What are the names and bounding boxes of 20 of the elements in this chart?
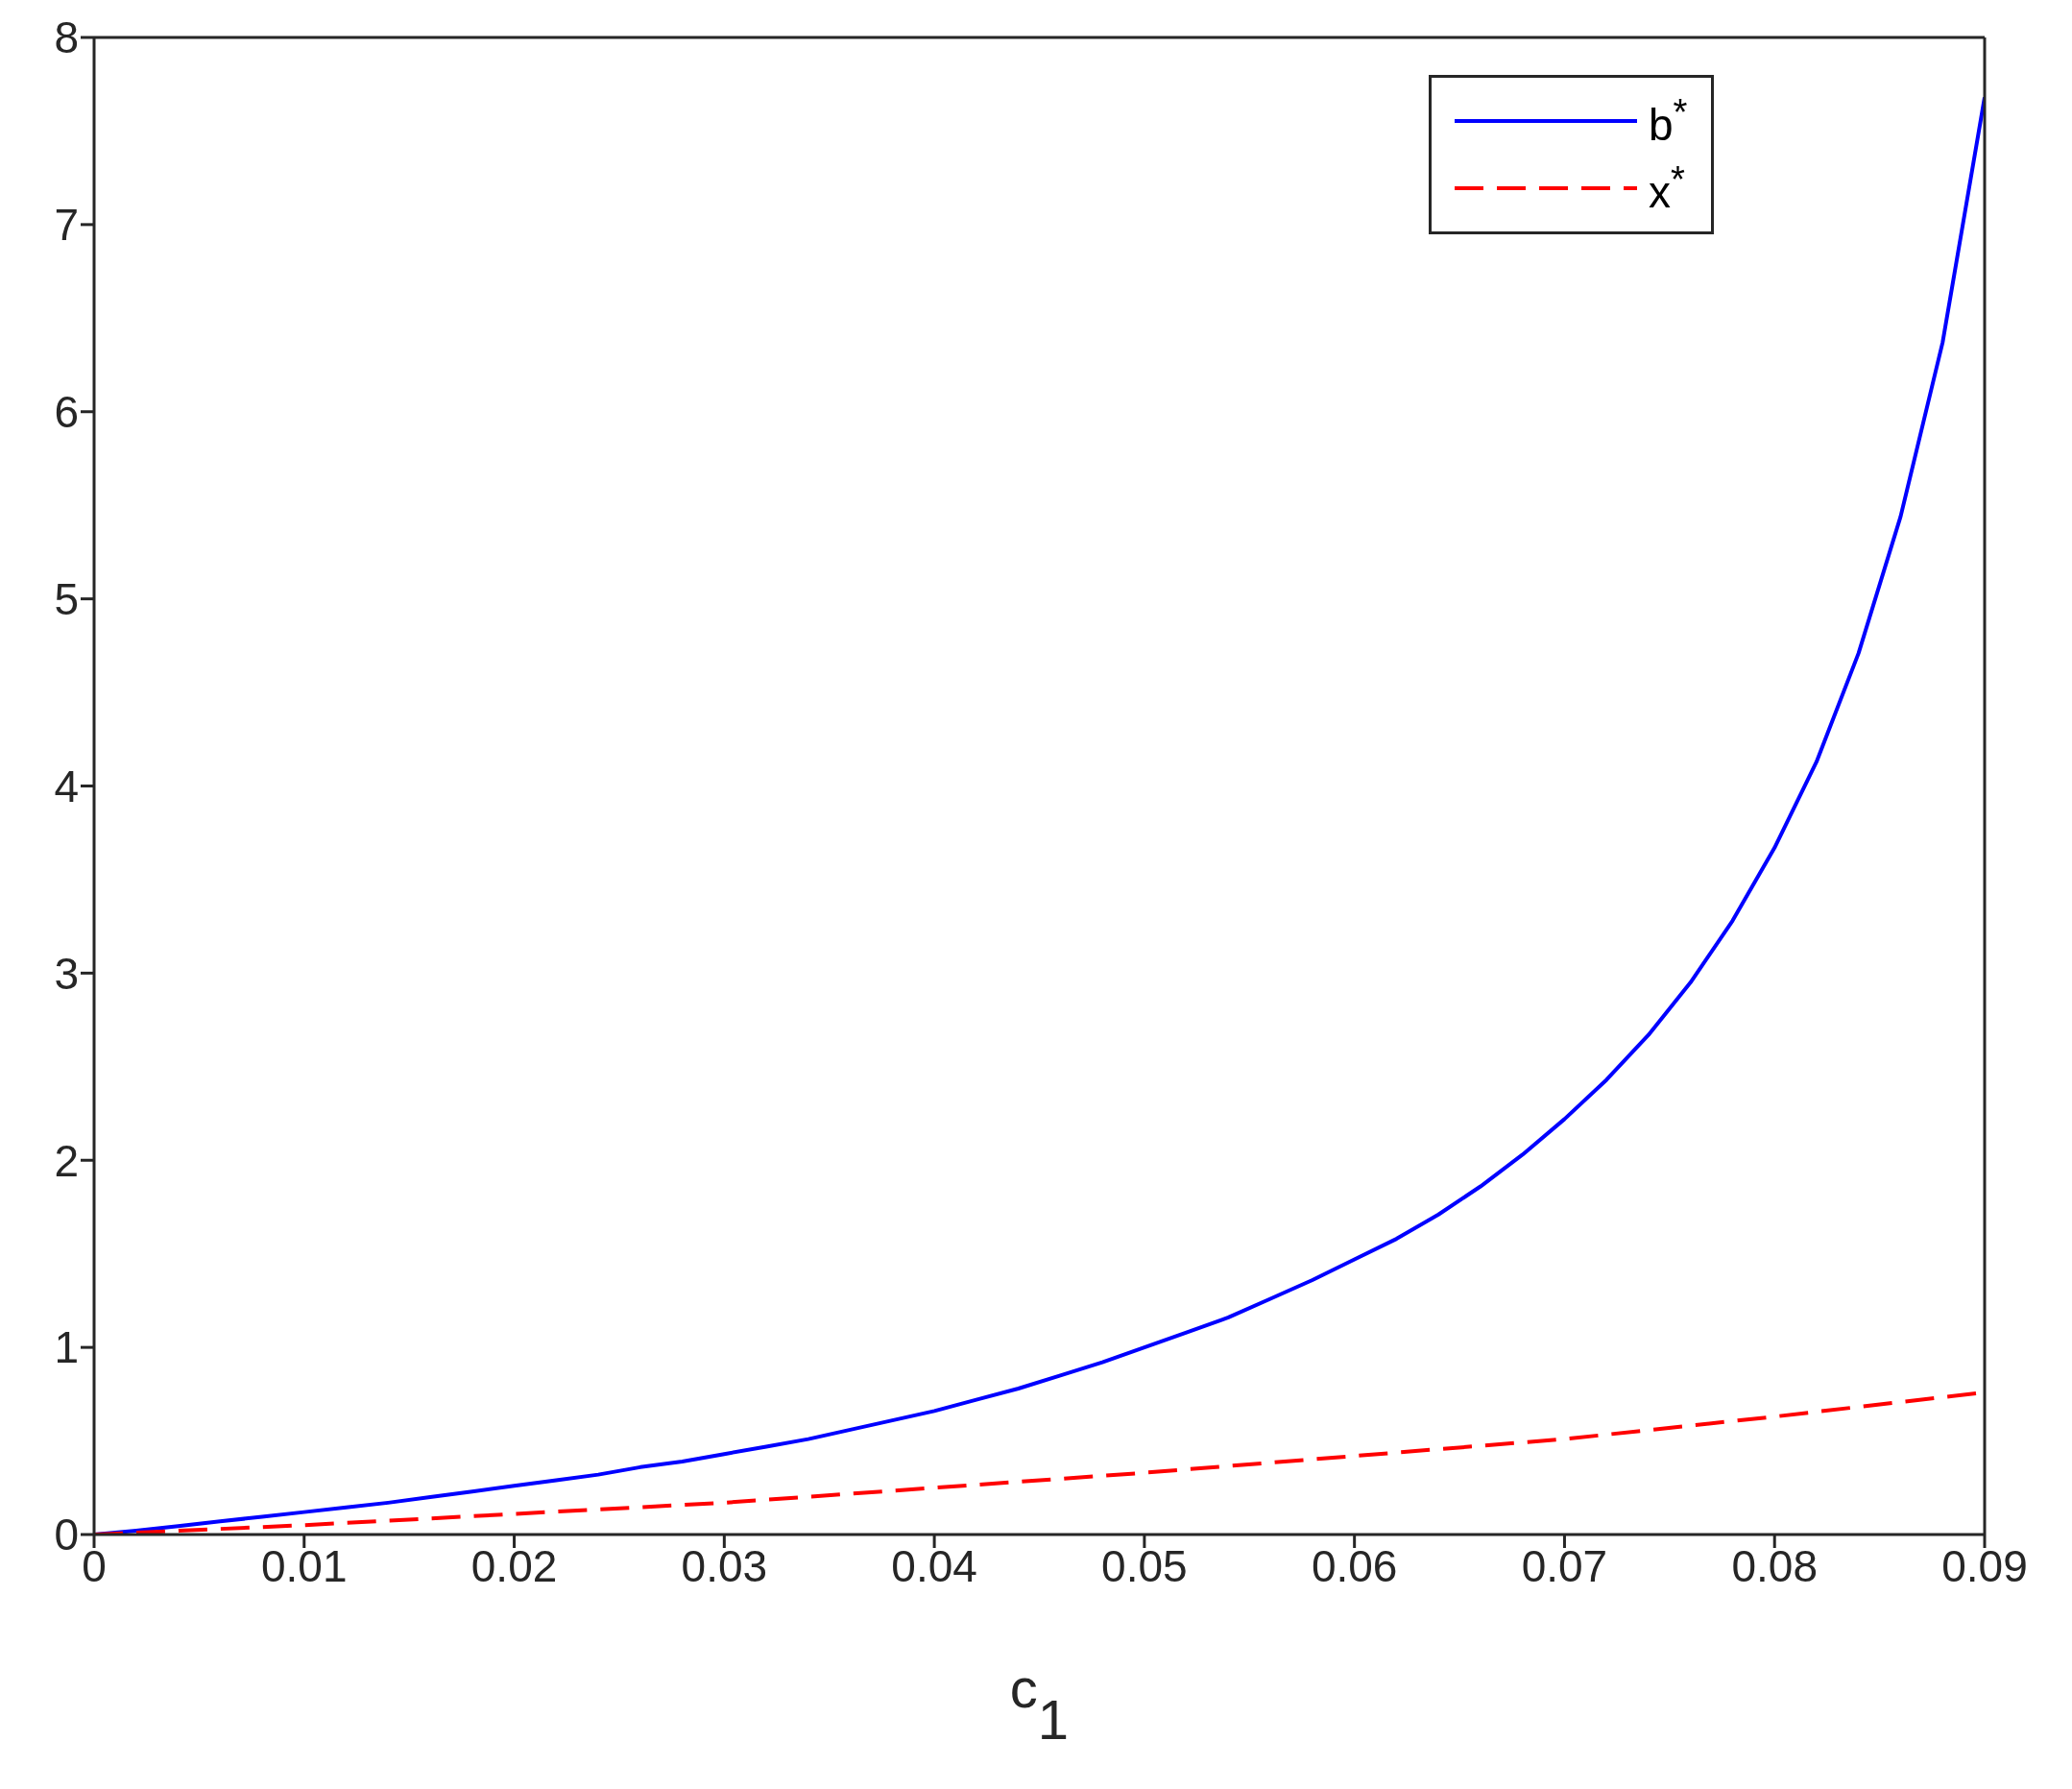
legend-label: x$^{*}$ (1649, 157, 1685, 219)
x-tick-label: 0.05 (1101, 1540, 1188, 1591)
y-tick-label: 3 (54, 948, 79, 999)
x-tick-label: 0.08 (1731, 1540, 1818, 1591)
y-tick-label: 4 (54, 761, 79, 811)
x-tick-label: 0.01 (261, 1540, 348, 1591)
x-tick-label: 0.07 (1521, 1540, 1608, 1591)
x-tick-label: 0.06 (1311, 1540, 1398, 1591)
y-tick-label: 1 (54, 1322, 79, 1373)
x-tick-label: 0.03 (681, 1540, 768, 1591)
y-tick-label: 7 (54, 200, 79, 251)
y-tick-label: 6 (54, 387, 79, 438)
y-tick-label: 8 (54, 12, 79, 63)
y-tick-label: 5 (54, 573, 79, 624)
x-tick-label: 0.09 (1941, 1540, 2028, 1591)
x-tick-label: 0.02 (470, 1540, 558, 1591)
y-tick-label: 2 (54, 1135, 79, 1186)
x-tick-label: 0.04 (891, 1540, 977, 1591)
y-tick-label: 0 (54, 1510, 79, 1560)
legend-label: b$^{*}$ (1649, 90, 1688, 152)
